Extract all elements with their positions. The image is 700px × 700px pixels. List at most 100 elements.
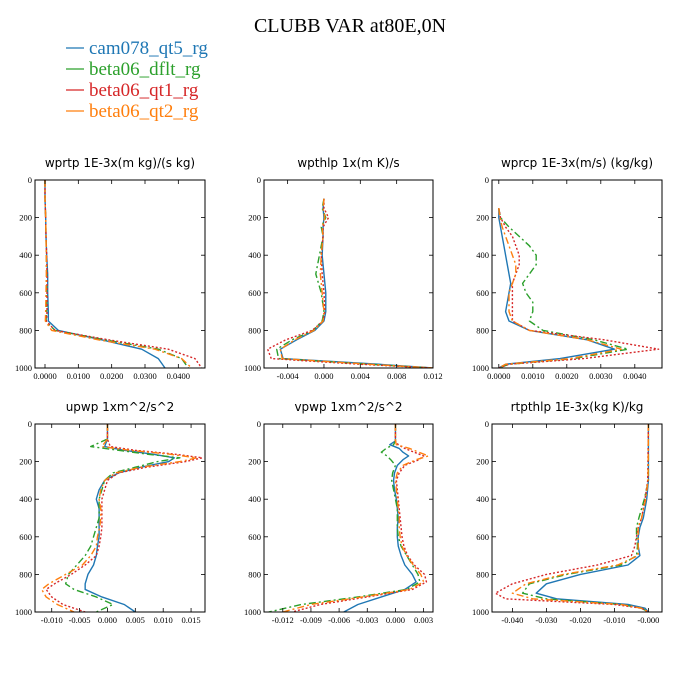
x-tick-label: -0.020 [569, 615, 591, 625]
panel: vpwp 1xm^2/s^2 0 200 400 600 800 1000 -0.012 -0.… [244, 400, 434, 625]
x-tick-label: 0.0000 [33, 371, 56, 381]
panel: wpthlp 1x(m K)/s 0 200 400 600 800 1000 -0.004 0… [244, 156, 443, 381]
series-line [511, 424, 650, 612]
series-group [494, 424, 650, 612]
panel-title: vpwp 1xm^2/s^2 [294, 400, 402, 414]
legend-label: beta06_dflt_rg [89, 59, 201, 80]
series-line [279, 198, 433, 368]
series-line [268, 424, 421, 612]
y-tick-label: 200 [248, 213, 261, 223]
x-tick-label: -0.012 [272, 615, 294, 625]
y-tick-label: 1000 [472, 607, 489, 617]
legend: cam078_qt5_rgbeta06_dflt_rgbeta06_qt1_rg… [66, 38, 208, 122]
series-line [279, 198, 433, 368]
y-tick-label: 1000 [472, 363, 489, 373]
y-tick-label: 0 [28, 175, 32, 185]
series-group [40, 424, 203, 612]
y-tick-label: 600 [248, 288, 261, 298]
x-tick-label: -0.006 [328, 615, 350, 625]
y-tick-label: 400 [248, 494, 261, 504]
panels: wprtp 1E-3x(m kg)/(s kg) 0 200 400 600 800 100… [15, 156, 663, 625]
y-tick-label: 0 [257, 419, 261, 429]
y-tick-label: 200 [476, 213, 489, 223]
x-tick-label: 0.000 [98, 615, 117, 625]
series-line [343, 424, 417, 612]
x-tick-label: 0.0030 [589, 371, 612, 381]
plot-frame [491, 179, 663, 369]
plot-frame [491, 423, 663, 613]
plot-frame [263, 179, 434, 369]
x-tick-label: -0.010 [41, 615, 63, 625]
y-tick-label: 1000 [15, 607, 32, 617]
y-tick-label: 800 [248, 569, 261, 579]
y-tick-label: 1000 [15, 363, 32, 373]
legend-label: beta06_qt1_rg [89, 80, 199, 101]
series-line [498, 208, 629, 368]
panel-title: wprtp 1E-3x(m kg)/(s kg) [45, 156, 195, 170]
x-tick-label: 0.004 [351, 371, 371, 381]
y-tick-label: 600 [476, 288, 489, 298]
x-tick-label: 0.0200 [100, 371, 123, 381]
series-line [64, 424, 181, 612]
legend-entry: beta06_qt1_rg [66, 80, 199, 101]
legend-label: beta06_qt2_rg [89, 101, 199, 122]
series-line [291, 424, 428, 612]
y-tick-label: 400 [19, 250, 32, 260]
y-tick-label: 200 [476, 457, 489, 467]
y-tick-label: 600 [19, 288, 32, 298]
series-line [276, 198, 433, 368]
series-line [494, 424, 650, 612]
series-group [268, 424, 430, 612]
y-tick-label: 0 [485, 419, 489, 429]
x-tick-label: 0.0020 [555, 371, 578, 381]
x-tick-label: 0.000 [314, 371, 333, 381]
x-tick-label: 0.008 [387, 371, 406, 381]
plot-frame [34, 423, 206, 613]
series-line [498, 208, 660, 368]
x-tick-label: -0.010 [603, 615, 625, 625]
x-tick-label: 0.012 [423, 371, 442, 381]
x-tick-label: 0.0010 [521, 371, 544, 381]
series-line [40, 424, 198, 612]
y-tick-label: 600 [248, 532, 261, 542]
y-tick-label: 800 [19, 569, 32, 579]
series-line [266, 198, 433, 368]
y-tick-label: 400 [19, 494, 32, 504]
y-tick-label: 600 [476, 532, 489, 542]
series-line [498, 208, 616, 368]
y-tick-label: 800 [476, 569, 489, 579]
y-tick-label: 600 [19, 532, 32, 542]
legend-label: cam078_qt5_rg [89, 38, 208, 59]
x-tick-label: 0.005 [126, 615, 145, 625]
y-tick-label: 200 [19, 457, 32, 467]
panel: wprcp 1E-3x(m/s) (kg/kg) 0 200 400 600 800 100… [472, 156, 663, 381]
series-group [44, 180, 203, 368]
y-tick-label: 200 [248, 457, 261, 467]
figure-title: CLUBB VAR at80E,0N [254, 15, 446, 37]
x-tick-label: 0.000 [386, 615, 405, 625]
series-group [266, 198, 433, 368]
y-tick-label: 800 [248, 325, 261, 335]
y-tick-label: 0 [485, 175, 489, 185]
y-tick-label: 0 [28, 419, 32, 429]
panel: rtpthlp 1E-3x(kg K)/kg 0 200 400 600 800 1000 -… [472, 400, 663, 625]
x-tick-label: 0.0400 [167, 371, 190, 381]
legend-entry: beta06_qt2_rg [66, 101, 199, 122]
y-tick-label: 1000 [244, 363, 261, 373]
series-line [44, 180, 189, 368]
y-tick-label: 400 [476, 494, 489, 504]
x-tick-label: 0.010 [154, 615, 173, 625]
x-tick-label: -0.004 [277, 371, 300, 381]
series-line [282, 424, 430, 612]
x-tick-label: 0.0100 [67, 371, 90, 381]
panel: wprtp 1E-3x(m kg)/(s kg) 0 200 400 600 800 100… [15, 156, 206, 381]
x-tick-label: -0.040 [501, 615, 523, 625]
y-tick-label: 0 [257, 175, 261, 185]
x-tick-label: 0.0040 [623, 371, 646, 381]
panel-title: wprcp 1E-3x(m/s) (kg/kg) [501, 156, 653, 170]
y-tick-label: 400 [248, 250, 261, 260]
x-tick-label: -0.005 [69, 615, 91, 625]
x-tick-label: 0.0000 [487, 371, 510, 381]
legend-entry: cam078_qt5_rg [66, 38, 208, 59]
